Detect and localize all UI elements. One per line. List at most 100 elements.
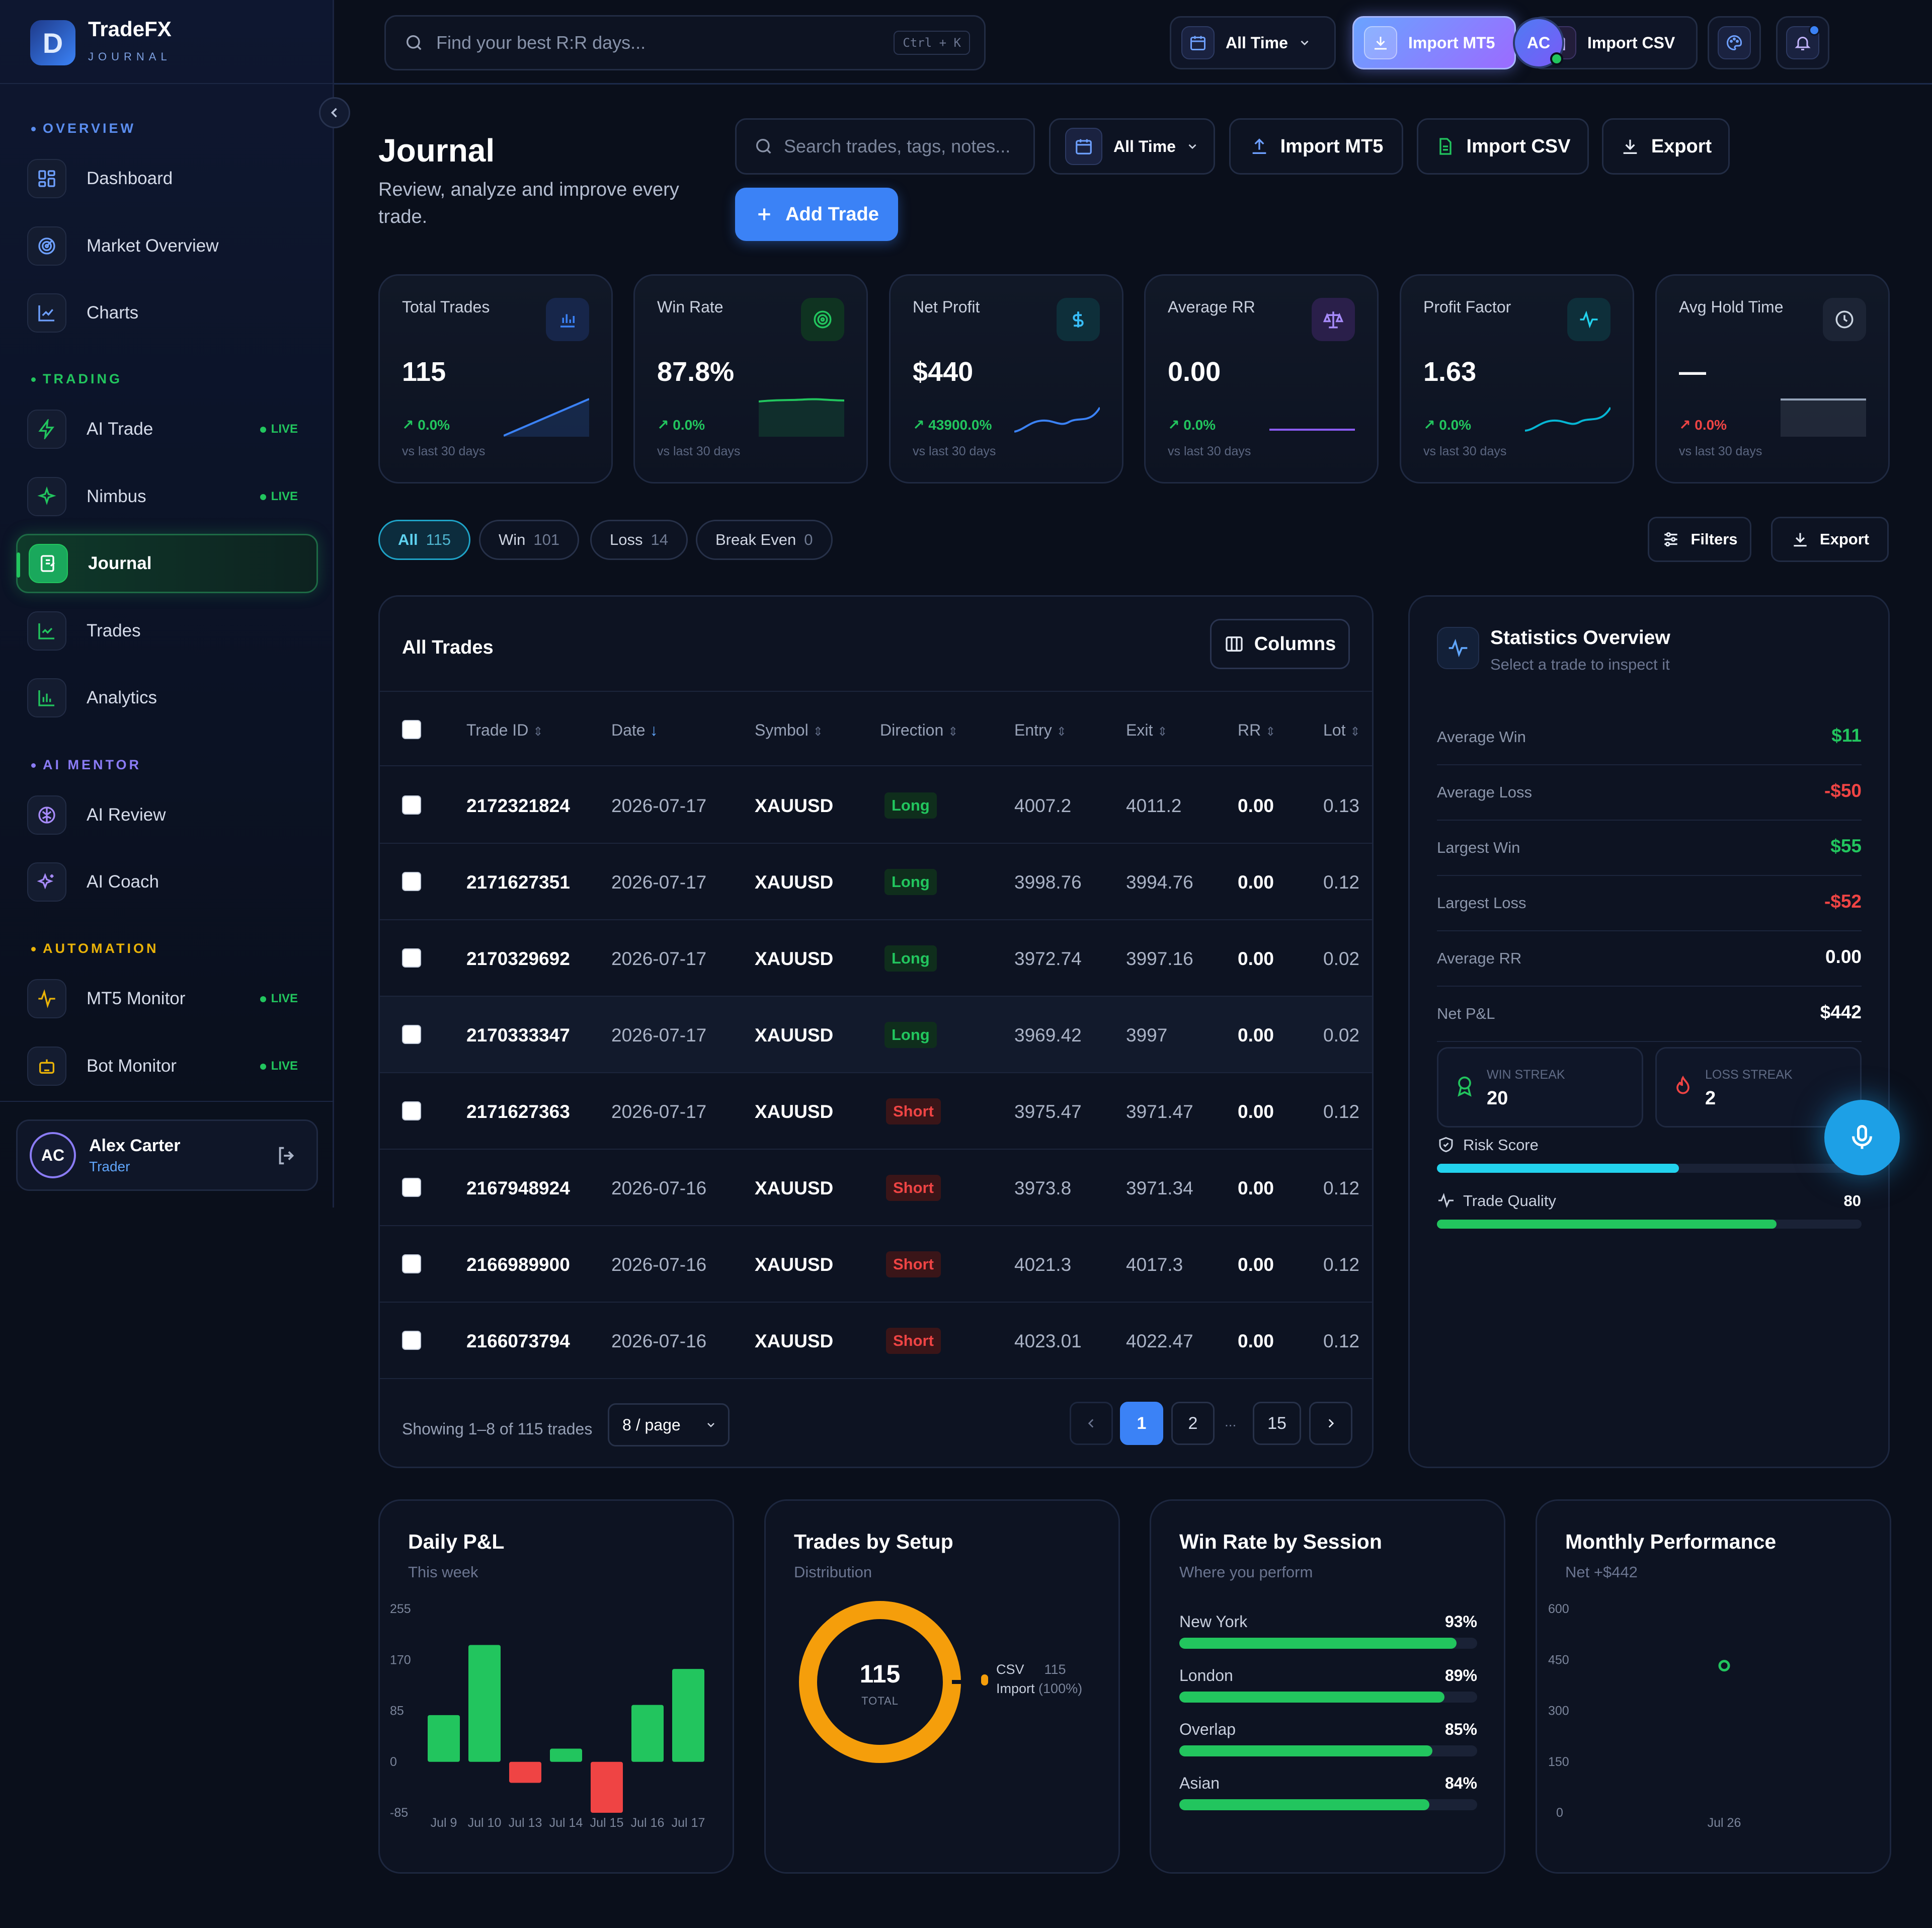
collapse-sidebar-button[interactable] — [319, 97, 350, 128]
button-label: Add Trade — [785, 203, 879, 225]
row-checkbox[interactable] — [402, 1178, 421, 1197]
sparkline — [504, 398, 589, 437]
sidebar-item-dashboard[interactable]: Dashboard — [16, 149, 318, 208]
arrow-up-right-icon: ↗ — [402, 417, 418, 433]
kpi-change: ↗ 43900.0% — [913, 417, 992, 433]
sidebar-item-journal[interactable]: Journal — [16, 534, 318, 593]
button-label: Import MT5 — [1408, 33, 1495, 52]
button-label: Import CSV — [1587, 33, 1675, 52]
chip-count: 0 — [804, 531, 813, 548]
header-label: Lot — [1323, 721, 1346, 739]
row-checkbox[interactable] — [402, 1025, 421, 1044]
sidebar-item-bot-monitor[interactable]: Bot Monitor LIVE — [16, 1036, 318, 1096]
header-date[interactable]: Date ↓ — [611, 721, 658, 740]
import-csv-button[interactable]: Import CSV — [1417, 118, 1589, 175]
x-tick-label: Jul 13 — [509, 1816, 542, 1830]
pulse-icon — [1438, 1193, 1454, 1208]
user-avatar[interactable]: AC — [1513, 17, 1564, 68]
kpi-note: vs last 30 days — [657, 444, 741, 458]
global-search-input[interactable]: Find your best R:R days... Ctrl + K — [384, 15, 986, 70]
user-card[interactable]: AC Alex Carter Trader — [16, 1119, 318, 1191]
logout-icon[interactable] — [275, 1144, 298, 1170]
row-checkbox[interactable] — [402, 872, 421, 891]
table-row[interactable]: 2172321824 2026-07-17 XAUUSD 4007.2 4011.2 0.… — [380, 767, 1372, 844]
sidebar-item-label: AI Trade — [87, 419, 153, 439]
session-pct: 84% — [1444, 1774, 1477, 1792]
range-select[interactable]: All Time — [1049, 118, 1215, 175]
header-exit[interactable]: Exit ⇕ — [1126, 721, 1167, 740]
stat-value: $442 — [1820, 1002, 1862, 1022]
chevron-left-icon — [1088, 1419, 1094, 1428]
sidebar-item-mt5-monitor[interactable]: MT5 Monitor LIVE — [16, 969, 318, 1028]
table-export-button[interactable]: Export — [1771, 517, 1889, 562]
header-trade-id[interactable]: Trade ID ⇕ — [466, 721, 543, 740]
next-page-button[interactable] — [1309, 1402, 1352, 1445]
header-label: Entry — [1014, 721, 1052, 739]
brand[interactable]: D TradeFX JOURNAL — [30, 15, 172, 70]
top-import-mt5-button[interactable]: Import MT5 — [1352, 16, 1516, 69]
page-button-1[interactable]: 1 — [1120, 1402, 1163, 1445]
table-row[interactable]: 2166989900 2026-07-16 XAUUSD 4021.3 4017.3 0.… — [380, 1226, 1372, 1303]
row-checkbox[interactable] — [402, 1101, 421, 1120]
table-row[interactable]: 2167948924 2026-07-16 XAUUSD 3973.8 3971.34 0… — [380, 1150, 1372, 1226]
header-lot[interactable]: Lot ⇕ — [1323, 721, 1360, 740]
select-all-checkbox[interactable] — [402, 720, 421, 739]
sparkline — [1014, 407, 1100, 433]
stat-value: -$52 — [1824, 891, 1862, 912]
cell-lot: 0.12 — [1323, 1254, 1360, 1275]
row-checkbox[interactable] — [402, 1331, 421, 1350]
filters-button[interactable]: Filters — [1648, 517, 1751, 562]
voice-button[interactable] — [1824, 1100, 1900, 1175]
table-row[interactable]: 2170333347 2026-07-17 XAUUSD 3969.42 3997 0.0… — [380, 997, 1372, 1073]
page-button-2[interactable]: 2 — [1171, 1402, 1215, 1445]
sort-icon: ⇕ — [813, 725, 823, 739]
sidebar-item-trades[interactable]: Trades — [16, 601, 318, 661]
cell-id: 2171627363 — [466, 1101, 570, 1122]
download-icon — [1364, 26, 1397, 59]
table-row[interactable]: 2166073794 2026-07-16 XAUUSD 4023.01 4022.47… — [380, 1303, 1372, 1379]
row-checkbox[interactable] — [402, 795, 421, 815]
import-mt5-button[interactable]: Import MT5 — [1229, 118, 1403, 175]
filter-chip-loss[interactable]: Loss 14 — [590, 520, 688, 560]
page-button-15[interactable]: 15 — [1253, 1402, 1301, 1445]
header-symbol[interactable]: Symbol ⇕ — [755, 721, 823, 740]
sidebar-item-ai-coach[interactable]: AI Coach — [16, 852, 318, 912]
direction-badge: Long — [884, 792, 937, 819]
header-rr[interactable]: RR ⇕ — [1238, 721, 1275, 740]
filter-chip-break-even[interactable]: Break Even 0 — [696, 520, 833, 560]
header-entry[interactable]: Entry ⇕ — [1014, 721, 1067, 740]
kpi-note: vs last 30 days — [913, 444, 996, 458]
trend-icon — [27, 611, 66, 651]
sidebar-item-market-overview[interactable]: Market Overview — [16, 216, 318, 276]
journal-search-input[interactable]: Search trades, tags, notes... — [735, 118, 1035, 175]
export-button[interactable]: Export — [1602, 118, 1730, 175]
table-row[interactable]: 2171627363 2026-07-17 XAUUSD 3975.47 3971.47… — [380, 1073, 1372, 1150]
pagination-ellipsis: ... — [1225, 1414, 1237, 1429]
kpi-value: — — [1679, 357, 1706, 387]
add-trade-button[interactable]: Add Trade — [735, 188, 898, 241]
bar — [550, 1748, 582, 1762]
session-pct: 89% — [1444, 1666, 1477, 1684]
file-sheet-icon — [1439, 138, 1452, 155]
prev-page-button[interactable] — [1070, 1402, 1113, 1445]
filter-chip-win[interactable]: Win 101 — [479, 520, 580, 560]
table-row[interactable]: 2170329692 2026-07-17 XAUUSD 3972.74 3997.16… — [380, 920, 1372, 997]
columns-button[interactable]: Columns — [1210, 619, 1350, 669]
table-row[interactable]: 2171627351 2026-07-17 XAUUSD 3998.76 3994.76… — [380, 844, 1372, 920]
theme-button[interactable] — [1708, 16, 1761, 69]
sidebar-item-nimbus[interactable]: Nimbus LIVE — [16, 467, 318, 526]
sidebar-item-charts[interactable]: Charts — [16, 283, 318, 343]
cell-lot: 0.02 — [1323, 948, 1360, 969]
sidebar-item-ai-review[interactable]: AI Review — [16, 785, 318, 845]
header-direction[interactable]: Direction ⇕ — [880, 721, 958, 740]
top-range-select[interactable]: All Time — [1170, 16, 1336, 69]
row-checkbox[interactable] — [402, 948, 421, 968]
sidebar-item-ai-trade[interactable]: AI Trade LIVE — [16, 399, 318, 459]
cell-exit: 3997.16 — [1126, 948, 1193, 969]
notifications-button[interactable] — [1776, 16, 1829, 69]
row-checkbox[interactable] — [402, 1254, 421, 1273]
per-page-select[interactable]: 8 / page — [608, 1403, 730, 1447]
filter-chip-all[interactable]: All 115 — [378, 520, 471, 560]
sidebar-item-analytics[interactable]: Analytics — [16, 668, 318, 728]
session-bar — [1179, 1799, 1477, 1810]
